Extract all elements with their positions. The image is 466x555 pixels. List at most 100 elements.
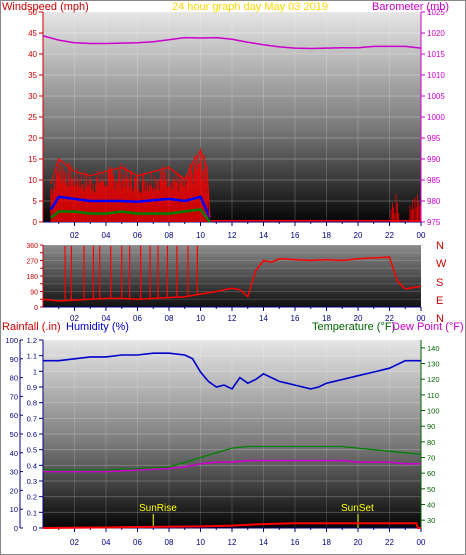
x-tick-label: 22 [385, 314, 394, 323]
y-tick-label: 45 [28, 29, 37, 38]
average-wind-line [49, 195, 212, 219]
humidity-axis: 0 10 20 30 40 50 60 70 80 90 100 [5, 336, 23, 533]
y-tick-label: 0.5 [27, 446, 37, 455]
x-tick-label: 18 [322, 314, 331, 323]
y-tick-label: 980 [427, 197, 441, 206]
y-tick-label: 50 [28, 8, 37, 17]
y-tick-label: 1 [33, 367, 37, 376]
x-tick-label: 06 [133, 538, 142, 547]
x-tick-label: 02 [70, 538, 79, 547]
x-tick-label: 06 [133, 231, 142, 240]
y-tick-label: 10 [28, 176, 37, 185]
y-tick-label: 1020 [427, 29, 445, 38]
x-tick-label: 02 [70, 231, 79, 240]
humidity-grid [43, 339, 421, 529]
x-tick-label: 10 [196, 231, 205, 240]
y-tick-label: 120 [427, 375, 440, 384]
direction-series [42, 245, 422, 302]
y-tick-label: 180 [26, 274, 38, 281]
y-tick-label: 0.7 [27, 414, 37, 423]
y-tick-label: 0.8 [27, 399, 37, 408]
direction-grid [43, 244, 421, 308]
x-tick-label: 00 [417, 314, 426, 323]
dewpoint-line [43, 459, 421, 473]
y-tick-label: 20 [28, 134, 37, 143]
y-tick-label: 995 [427, 134, 441, 143]
y-tick-label: 35 [28, 71, 37, 80]
y-tick-label: 0.3 [27, 477, 37, 486]
y-tick-label: 30 [10, 468, 18, 477]
compass-label: W [436, 258, 447, 270]
x-tick-label: 10 [196, 314, 205, 323]
x-tick-label: 22 [385, 231, 394, 240]
y-tick-label: 130 [427, 360, 440, 369]
compass-label: S [436, 277, 443, 289]
y-tick-label: 40 [28, 50, 37, 59]
humidity-line [43, 352, 421, 390]
sunset-label: SunSet [341, 503, 374, 514]
y-tick-label: 50 [10, 430, 18, 439]
dewpoint-label: Dew Point (°F) [392, 321, 464, 333]
x-tick-label: 14 [259, 314, 268, 323]
x-tick-label: 04 [102, 231, 111, 240]
low-wind-line [50, 208, 211, 223]
y-tick-label: 985 [427, 176, 441, 185]
y-tick-label: 80 [10, 374, 18, 383]
x-tick-label: 22 [385, 538, 394, 547]
y-tick-label: 30 [427, 516, 435, 525]
wind-series [42, 35, 422, 223]
x-tick-label: 12 [228, 231, 237, 240]
y-tick-label: 0.9 [27, 383, 37, 392]
x-tick-label: 10 [196, 538, 205, 547]
compass-label: N [436, 240, 444, 252]
chart-title: 24 hour graph day May 03 2019 [172, 1, 328, 13]
x-tick-label: 04 [102, 538, 111, 547]
y-tick-label: 110 [427, 391, 439, 400]
direction-line [42, 256, 422, 302]
rain-line [42, 522, 421, 529]
x-tick-label: 20 [354, 231, 363, 240]
temperature-axis: 30 40 50 60 70 80 90 100 110 120 130 140 [420, 340, 440, 528]
y-tick-label: 0.4 [27, 461, 37, 470]
x-tick-label: 00 [417, 231, 426, 240]
y-tick-label: 50 [427, 485, 435, 494]
x-tick-label: 02 [70, 314, 79, 323]
humidity-series [42, 352, 422, 529]
compass-label: N [436, 313, 444, 325]
y-tick-label: 100 [427, 407, 440, 416]
humidity-label: Humidity (%) [66, 321, 129, 333]
x-tick-label: 16 [291, 231, 300, 240]
y-tick-label: 40 [427, 501, 435, 510]
y-tick-label: 70 [427, 454, 435, 463]
direction-degree-axis: 0 90 180 270 360 [26, 243, 44, 312]
y-tick-label: 30 [28, 92, 37, 101]
y-tick-label: 100 [5, 336, 18, 345]
direction-plot-area [43, 245, 421, 307]
x-tick-label: 06 [133, 314, 142, 323]
x-tick-label: 16 [291, 538, 300, 547]
y-tick-label: 90 [30, 290, 38, 297]
y-tick-label: 0.1 [27, 508, 37, 517]
y-tick-label: 1.1 [27, 352, 37, 361]
y-tick-label: 5 [33, 197, 38, 206]
temperature-line [43, 445, 422, 471]
x-tick-label: 12 [228, 314, 237, 323]
y-tick-label: 1025 [427, 8, 445, 17]
y-tick-label: 975 [427, 218, 441, 227]
y-tick-label: 1005 [427, 92, 445, 101]
x-tick-label: 20 [354, 314, 363, 323]
y-tick-label: 1015 [427, 50, 445, 59]
x-tick-label: 14 [259, 538, 268, 547]
x-tick-label: 12 [228, 538, 237, 547]
x-tick-label: 20 [354, 538, 363, 547]
y-tick-label: 1.2 [27, 336, 37, 345]
y-tick-label: 270 [26, 259, 38, 266]
x-tick-label: 04 [102, 314, 111, 323]
direction-time-axis: 02 04 06 08 10 12 14 16 18 20 22 00 [43, 306, 426, 323]
y-tick-label: 90 [10, 355, 18, 364]
y-tick-label: 360 [26, 243, 38, 250]
y-tick-label: 20 [10, 486, 18, 495]
humidity-plot-area [43, 340, 421, 528]
y-tick-label: 40 [10, 449, 18, 458]
